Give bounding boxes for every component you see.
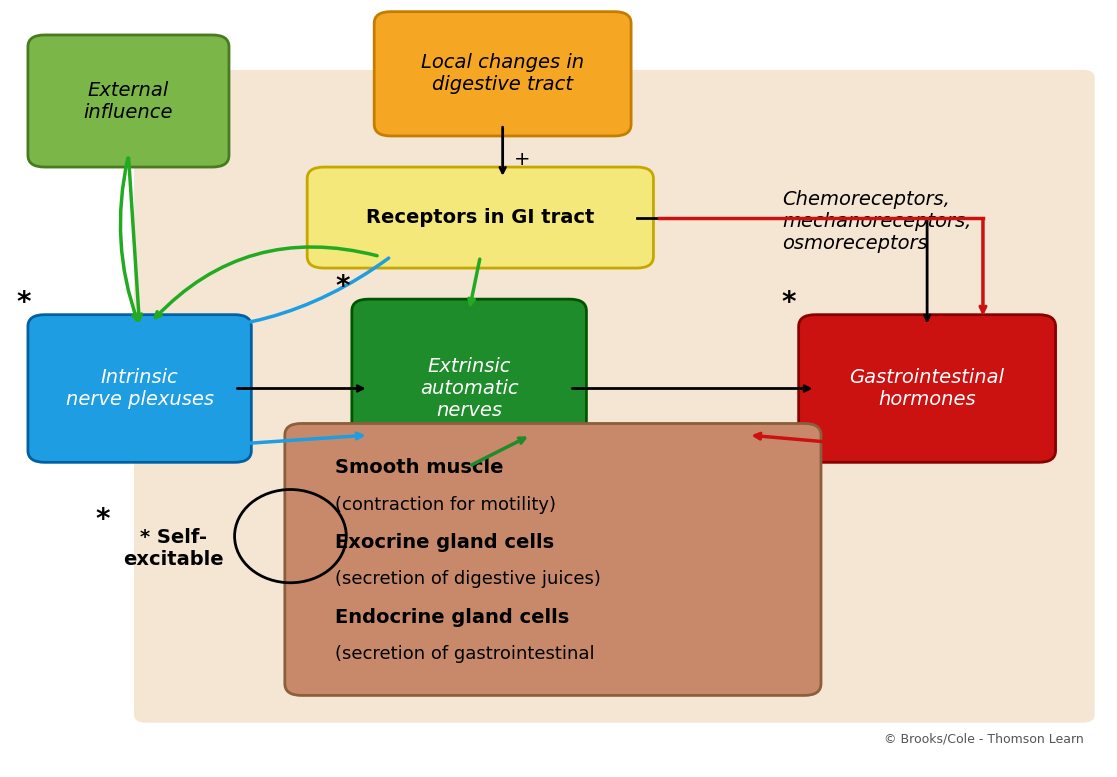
Text: +: + [514, 150, 531, 169]
Text: Local changes in
digestive tract: Local changes in digestive tract [421, 54, 584, 94]
FancyBboxPatch shape [28, 35, 229, 167]
FancyBboxPatch shape [134, 70, 1095, 723]
FancyBboxPatch shape [285, 423, 821, 695]
Text: Smooth muscle: Smooth muscle [335, 458, 504, 477]
FancyBboxPatch shape [374, 12, 631, 136]
FancyBboxPatch shape [352, 299, 586, 478]
Text: Receptors in GI tract: Receptors in GI tract [366, 208, 594, 227]
Text: * Self-
excitable: * Self- excitable [123, 528, 223, 570]
Text: Exocrine gland cells: Exocrine gland cells [335, 533, 554, 552]
Text: *: * [782, 289, 796, 317]
Text: Gastrointestinal
hormones: Gastrointestinal hormones [850, 368, 1004, 409]
FancyBboxPatch shape [28, 315, 251, 462]
FancyBboxPatch shape [799, 315, 1056, 462]
Text: Endocrine gland cells: Endocrine gland cells [335, 608, 570, 626]
Text: (contraction for motility): (contraction for motility) [335, 496, 556, 514]
Text: *: * [95, 507, 109, 535]
Text: Extrinsic
automatic
nerves: Extrinsic automatic nerves [420, 357, 518, 420]
Text: Chemoreceptors,
mechanoreceptors,
osmoreceptors: Chemoreceptors, mechanoreceptors, osmore… [782, 190, 972, 253]
Text: External
influence: External influence [84, 81, 173, 121]
Text: *: * [17, 289, 31, 317]
Text: (secretion of digestive juices): (secretion of digestive juices) [335, 570, 601, 588]
FancyBboxPatch shape [307, 167, 653, 268]
Text: *: * [335, 274, 350, 301]
Text: Intrinsic
nerve plexuses: Intrinsic nerve plexuses [66, 368, 213, 409]
Text: (secretion of gastrointestinal: (secretion of gastrointestinal [335, 645, 594, 663]
Text: © Brooks/Cole - Thomson Learn: © Brooks/Cole - Thomson Learn [884, 733, 1083, 746]
